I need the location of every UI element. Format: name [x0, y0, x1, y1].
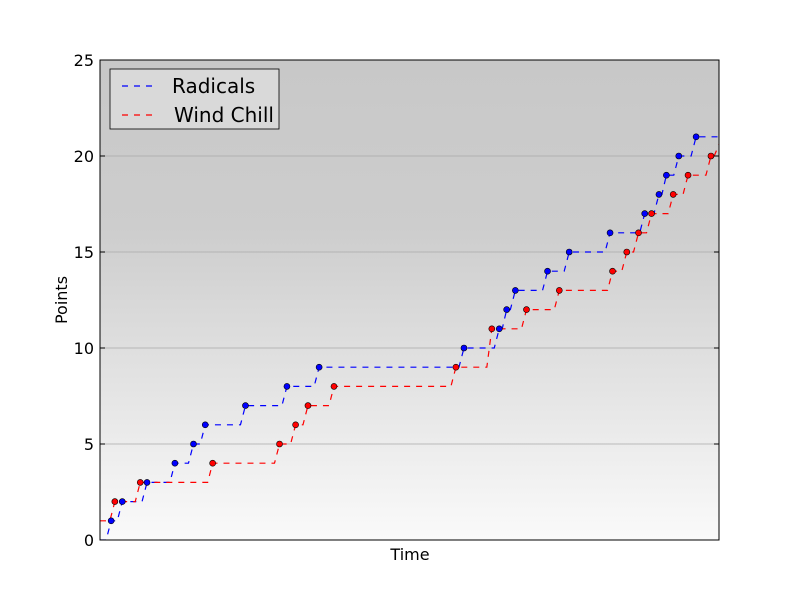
data-point-radicals: [315, 363, 323, 371]
data-point-radicals: [544, 267, 551, 275]
data-point-radicals: [675, 152, 683, 160]
data-point-wind-chill: [136, 479, 144, 486]
data-point-radicals: [201, 421, 209, 429]
data-point-wind-chill: [452, 363, 460, 371]
data-point-radicals: [503, 306, 510, 313]
legend-label-wind-chill: Wind Chill: [174, 103, 274, 127]
grid-lines: [100, 155, 719, 445]
data-point-radicals: [242, 402, 249, 409]
x-axis-label: Time: [389, 545, 429, 564]
y-tick-label: 0: [84, 531, 94, 550]
data-point-radicals: [606, 229, 614, 237]
y-ticks: 0 5 10 15 20 25: [74, 51, 719, 550]
data-point-wind-chill: [684, 171, 692, 179]
data-point-radicals: [118, 498, 126, 505]
legend-box: [109, 68, 280, 130]
data-point-wind-chill: [209, 459, 216, 467]
markers-layer: [107, 133, 715, 525]
data-point-wind-chill: [555, 287, 563, 294]
data-point-radicals: [692, 133, 700, 141]
legend: Radicals Wind Chill: [109, 68, 280, 130]
data-point-radicals: [190, 440, 197, 448]
data-point-radicals: [565, 248, 573, 256]
data-point-wind-chill: [623, 248, 631, 256]
data-point-radicals: [495, 325, 503, 333]
data-point-radicals: [107, 517, 115, 525]
data-point-radicals: [143, 479, 151, 486]
data-point-wind-chill: [635, 229, 642, 237]
plot-frame: [99, 59, 720, 541]
data-point-radicals: [283, 383, 291, 390]
data-point-wind-chill: [648, 210, 655, 217]
y-tick-label: 10: [74, 339, 94, 358]
data-point-wind-chill: [111, 498, 119, 505]
y-tick-label: 20: [74, 147, 94, 166]
data-point-wind-chill: [330, 383, 338, 390]
data-point-radicals: [460, 344, 468, 352]
data-point-radicals: [512, 287, 519, 294]
data-point-wind-chill: [609, 267, 616, 275]
data-point-radicals: [641, 210, 649, 217]
data-point-wind-chill: [276, 440, 283, 448]
legend-label-radicals: Radicals: [172, 74, 255, 98]
y-axis-label: Points: [52, 276, 71, 324]
data-point-wind-chill: [669, 191, 677, 198]
data-point-wind-chill: [707, 152, 715, 160]
y-tick-label: 15: [74, 243, 94, 262]
plot-area: [100, 60, 719, 540]
data-point-radicals: [171, 459, 179, 467]
data-point-radicals: [663, 171, 670, 179]
data-point-wind-chill: [304, 402, 312, 409]
data-point-wind-chill: [292, 421, 299, 429]
y-tick-label: 25: [74, 51, 94, 70]
data-point-radicals: [655, 191, 663, 198]
y-tick-label: 5: [84, 435, 94, 454]
data-point-wind-chill: [488, 325, 496, 333]
data-point-wind-chill: [523, 306, 530, 313]
